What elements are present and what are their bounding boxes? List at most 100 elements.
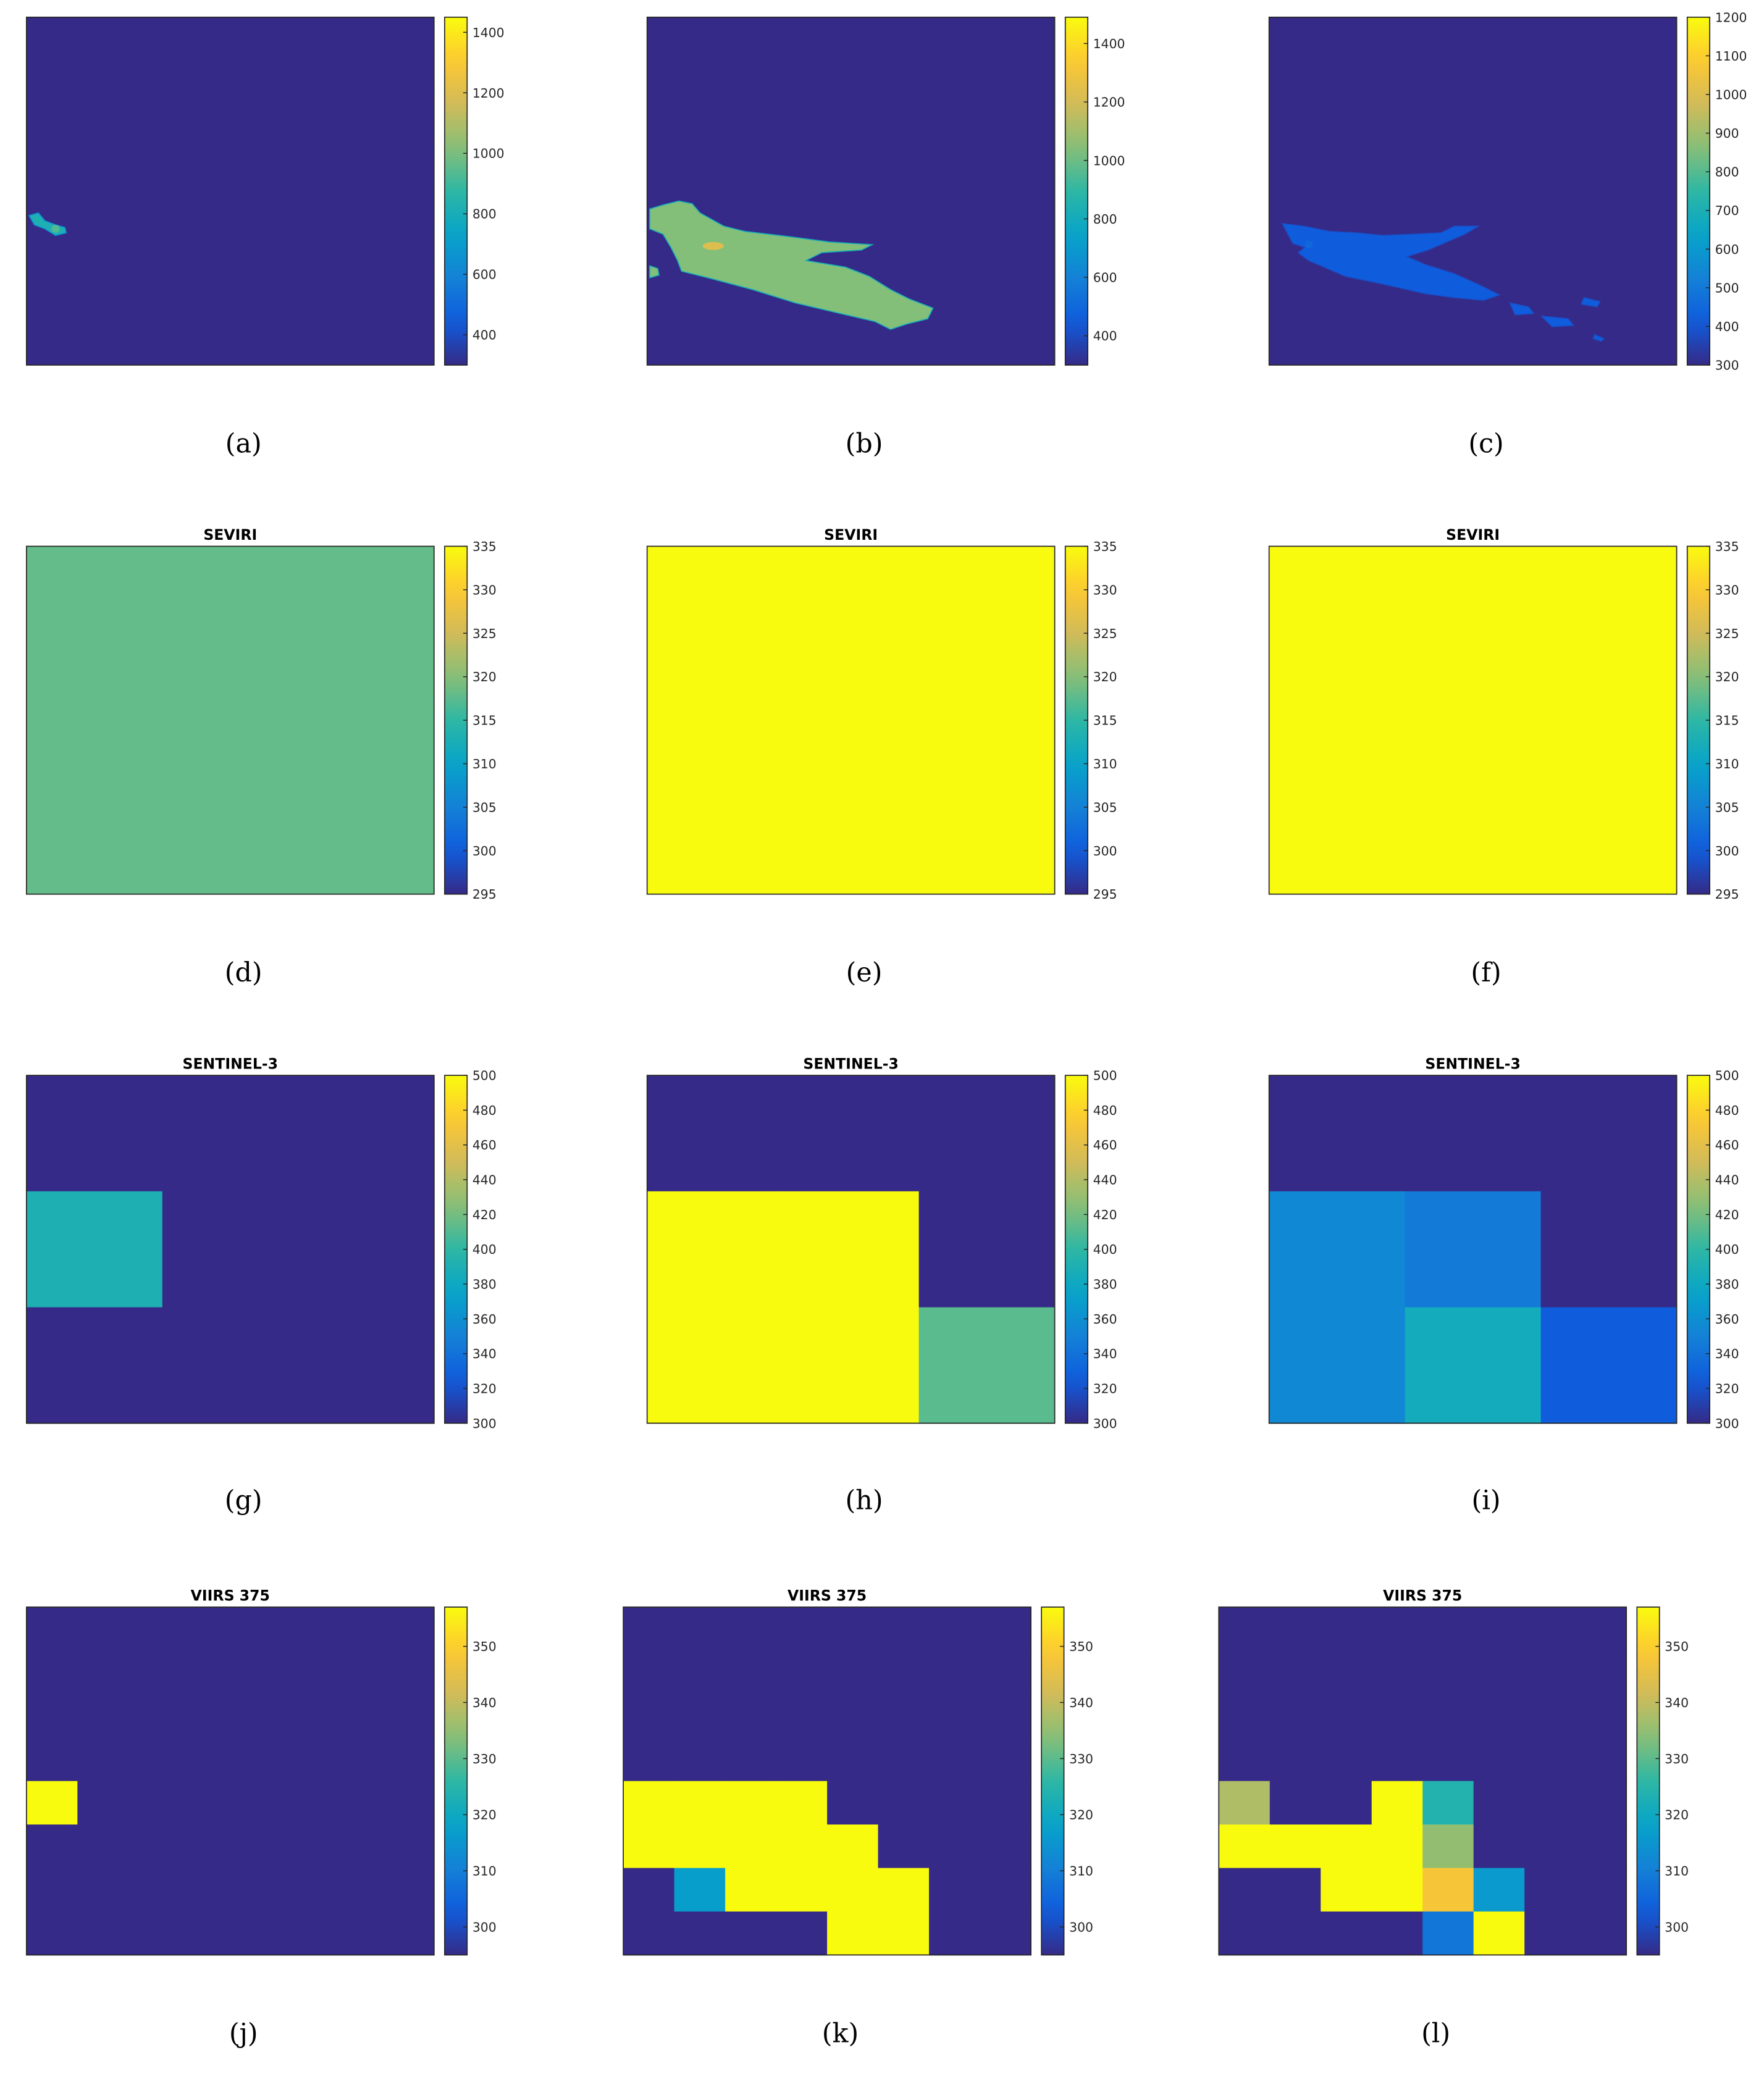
plume-hotspot (51, 225, 60, 233)
heatmap-cell (77, 1911, 129, 1956)
heatmap-cell (929, 1737, 981, 1782)
heatmap-cell (1219, 1607, 1270, 1652)
axes-frame (25, 545, 435, 895)
heatmap-cell (332, 1781, 384, 1825)
axes-frame (1268, 16, 1678, 366)
heatmap-cell (1269, 1824, 1322, 1869)
heatmap-cell (827, 1607, 879, 1652)
heatmap-cell (77, 1781, 129, 1825)
heatmap-cell (1405, 1075, 1542, 1192)
heatmap-cell (281, 1781, 333, 1825)
axes-frame (623, 1606, 1031, 1956)
heatmap-cell (1422, 1781, 1474, 1825)
heatmap-cell (1575, 1607, 1628, 1652)
heatmap-cell (26, 1737, 78, 1782)
colorbar-tick-label: 325 (1093, 626, 1117, 641)
heatmap-cell (1524, 1911, 1576, 1956)
panel-label: (k) (822, 2018, 859, 2049)
heatmap-cell (1371, 1607, 1424, 1652)
heatmap-cell (383, 1868, 435, 1912)
heatmap-cell (179, 1868, 231, 1912)
heatmap-cell (929, 1694, 981, 1739)
heatmap-cell (179, 1781, 231, 1825)
heatmap-cell (725, 1694, 777, 1739)
panel-title: VIIRS 375 (1383, 1587, 1462, 1604)
heatmap-cell (1524, 1781, 1576, 1825)
panel-title: SEVIRI (203, 526, 257, 544)
colorbar-tick-label: 330 (1665, 1752, 1689, 1766)
heatmap-cell (281, 1911, 333, 1956)
plume-region (649, 200, 934, 330)
colorbar-tick-label: 340 (1665, 1695, 1689, 1710)
plume-hotspot (1304, 240, 1313, 249)
axes-frame (1218, 1606, 1628, 1956)
heatmap-cell (929, 1607, 981, 1652)
colorbar-tick-label: 340 (1069, 1695, 1093, 1710)
heatmap-cell (725, 1911, 777, 1956)
colorbar-tick-label: 800 (1093, 212, 1117, 227)
heatmap-cell (878, 1607, 930, 1652)
heatmap-cell (776, 1824, 828, 1869)
heatmap-cell (230, 1650, 282, 1695)
axes-frame (646, 16, 1056, 366)
colorbar-tick-label: 800 (472, 207, 497, 222)
colorbar-tick-label: 295 (1715, 887, 1739, 902)
heatmap-cell (1524, 1694, 1576, 1739)
colorbar-tick-label: 440 (472, 1173, 497, 1188)
heatmap-cell (128, 1607, 180, 1652)
colorbar (444, 16, 468, 366)
heatmap-cell (332, 1911, 384, 1956)
colorbar-tick-label: 340 (1093, 1346, 1117, 1361)
colorbar (444, 1606, 468, 1956)
colorbar-tick-label: 400 (472, 1242, 497, 1257)
colorbar-tick-label: 305 (1715, 800, 1739, 815)
colorbar-tick-label: 400 (472, 328, 497, 343)
colorbar-tick-label: 1100 (1715, 49, 1747, 64)
colorbar-tick-label: 300 (1093, 844, 1117, 859)
heatmap-cell (878, 1694, 930, 1739)
colorbar-tick-label: 320 (472, 670, 497, 684)
heatmap-cell (725, 1737, 777, 1782)
heatmap-cell (332, 1650, 384, 1695)
panel-title: VIIRS 375 (788, 1587, 867, 1604)
heatmap-cell (26, 546, 435, 895)
plume-hotspot (702, 241, 724, 250)
panel-label: (j) (229, 2018, 258, 2049)
colorbar-tick-label: 1200 (1093, 95, 1125, 110)
heatmap-cell (77, 1737, 129, 1782)
colorbar-tick-label: 310 (472, 757, 497, 771)
colorbar-tick-label: 310 (1715, 757, 1739, 771)
heatmap-cell (77, 1694, 129, 1739)
panel-label: (c) (1468, 428, 1503, 459)
heatmap-cell (26, 1307, 163, 1424)
heatmap-cell (230, 1607, 282, 1652)
panel-label: (h) (846, 1485, 883, 1516)
panel-label: (b) (846, 428, 883, 459)
colorbar-tick-label: 900 (1715, 126, 1739, 141)
heatmap-cell (179, 1911, 231, 1956)
heatmap-cell (1219, 1781, 1270, 1825)
panel-k: VIIRS 375 300 310 320 330 340 350 (k) (623, 1587, 1093, 2049)
panel-label: (d) (225, 957, 262, 988)
heatmap-cell (26, 1075, 163, 1192)
colorbar-tick-label: 1200 (1715, 10, 1747, 25)
colorbar-tick-label: 500 (1715, 1068, 1739, 1083)
heatmap-cell (1371, 1694, 1424, 1739)
panel-b: 400 600 800 1000 1200 1400 (b) (646, 16, 1125, 459)
colorbar-tick-label: 305 (1093, 800, 1117, 815)
heatmap-cell (1269, 1191, 1406, 1308)
panel-a: 400 600 800 1000 1200 1400 (a) (25, 16, 505, 459)
heatmap-cell (1371, 1781, 1424, 1825)
heatmap-cell (918, 1191, 1056, 1308)
colorbar-tick-label: 320 (1715, 670, 1739, 684)
panel-g: SENTINEL-3 300 320 340 360 380 400 420 440 460 480… (25, 1055, 497, 1516)
colorbar-tick-label: 400 (1093, 1242, 1117, 1257)
axes-frame (646, 1075, 1056, 1424)
heatmap-cell (230, 1911, 282, 1956)
heatmap-cell (162, 1307, 299, 1424)
heatmap-cell (128, 1868, 180, 1912)
colorbar (1064, 16, 1089, 366)
heatmap-cell (26, 1191, 163, 1308)
heatmap-cell (725, 1868, 777, 1912)
